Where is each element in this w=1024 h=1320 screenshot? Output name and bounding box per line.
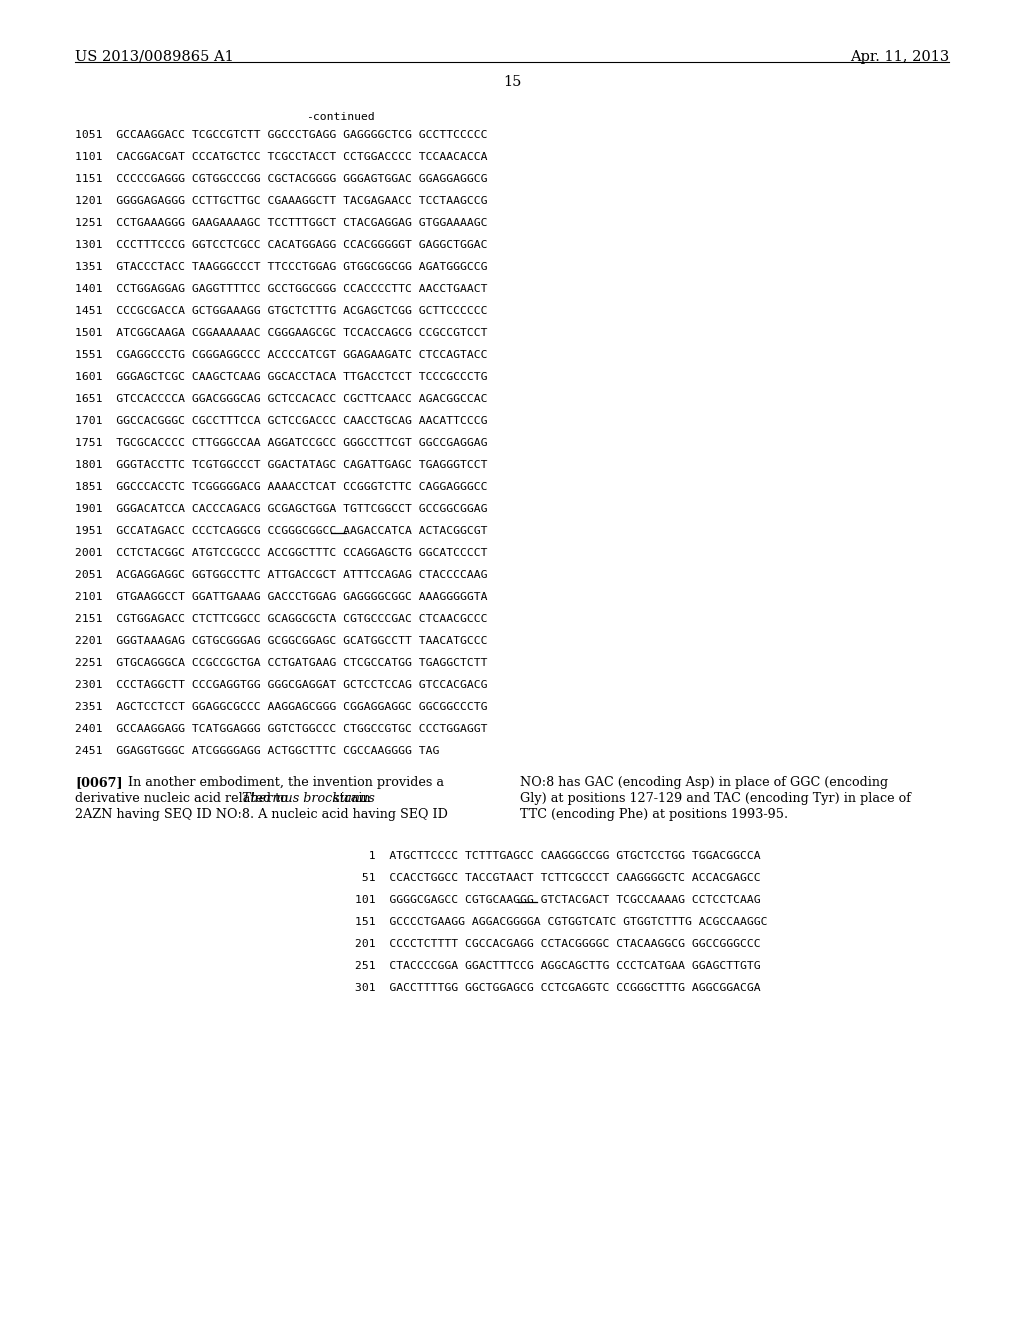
Text: derivative nucleic acid related to: derivative nucleic acid related to <box>75 792 292 805</box>
Text: 1751  TGCGCACCCC CTTGGGCCAA AGGATCCGCC GGGCCTTCGT GGCCGAGGAG: 1751 TGCGCACCCC CTTGGGCCAA AGGATCCGCC GG… <box>75 438 487 447</box>
Text: 2151  CGTGGAGACC CTCTTCGGCC GCAGGCGCTA CGTGCCCGAC CTCAACGCCC: 2151 CGTGGAGACC CTCTTCGGCC GCAGGCGCTA CG… <box>75 614 487 624</box>
Text: 1051  GCCAAGGACC TCGCCGTCTT GGCCCTGAGG GAGGGGCTCG GCCTTCCCCC: 1051 GCCAAGGACC TCGCCGTCTT GGCCCTGAGG GA… <box>75 129 487 140</box>
Text: TTC (encoding Phe) at positions 1993-95.: TTC (encoding Phe) at positions 1993-95. <box>520 808 788 821</box>
Text: strain: strain <box>329 792 371 805</box>
Text: 1251  CCTGAAAGGG GAAGAAAAGC TCCTTTGGCT CTACGAGGAG GTGGAAAAGC: 1251 CCTGAAAGGG GAAGAAAAGC TCCTTTGGCT CT… <box>75 218 487 228</box>
Text: 15: 15 <box>503 75 521 88</box>
Text: 1201  GGGGAGAGGG CCTTGCTTGC CGAAAGGCTT TACGAGAACC TCCTAAGCCG: 1201 GGGGAGAGGG CCTTGCTTGC CGAAAGGCTT TA… <box>75 195 487 206</box>
Text: 151  GCCCCTGAAGG AGGACGGGGA CGTGGTCATC GTGGTCTTTG ACGCCAAGGC: 151 GCCCCTGAAGG AGGACGGGGA CGTGGTCATC GT… <box>355 917 768 927</box>
Text: 1401  CCTGGAGGAG GAGGTTTTCC GCCTGGCGGG CCACCCCTTC AACCTGAACT: 1401 CCTGGAGGAG GAGGTTTTCC GCCTGGCGGG CC… <box>75 284 487 294</box>
Text: Thermus brockianus: Thermus brockianus <box>243 792 375 805</box>
Text: 251  CTACCCCGGA GGACTTTCCG AGGCAGCTTG CCCTCATGAA GGAGCTTGTG: 251 CTACCCCGGA GGACTTTCCG AGGCAGCTTG CCC… <box>355 961 761 972</box>
Text: Gly) at positions 127-129 and TAC (encoding Tyr) in place of: Gly) at positions 127-129 and TAC (encod… <box>520 792 911 805</box>
Text: Apr. 11, 2013: Apr. 11, 2013 <box>850 50 949 63</box>
Text: 2AZN having SEQ ID NO:8. A nucleic acid having SEQ ID: 2AZN having SEQ ID NO:8. A nucleic acid … <box>75 808 447 821</box>
Text: 2451  GGAGGTGGGC ATCGGGGAGG ACTGGCTTTC CGCCAAGGGG TAG: 2451 GGAGGTGGGC ATCGGGGAGG ACTGGCTTTC CG… <box>75 746 439 756</box>
Text: 2251  GTGCAGGGCA CCGCCGCTGA CCTGATGAAG CTCGCCATGG TGAGGCTCTT: 2251 GTGCAGGGCA CCGCCGCTGA CCTGATGAAG CT… <box>75 657 487 668</box>
Text: 1601  GGGAGCTCGC CAAGCTCAAG GGCACCTACA TTGACCTCCT TCCCGCCCTG: 1601 GGGAGCTCGC CAAGCTCAAG GGCACCTACA TT… <box>75 372 487 381</box>
Text: 1701  GGCCACGGGC CGCCTTTCCA GCTCCGACCC CAACCTGCAG AACATTCCCG: 1701 GGCCACGGGC CGCCTTTCCA GCTCCGACCC CA… <box>75 416 487 426</box>
Text: 2001  CCTCTACGGC ATGTCCGCCC ACCGGCTTTC CCAGGAGCTG GGCATCCCCT: 2001 CCTCTACGGC ATGTCCGCCC ACCGGCTTTC CC… <box>75 548 487 558</box>
Text: 1551  CGAGGCCCTG CGGGAGGCCC ACCCCATCGT GGAGAAGATC CTCCAGTACC: 1551 CGAGGCCCTG CGGGAGGCCC ACCCCATCGT GG… <box>75 350 487 360</box>
Text: 1301  CCCTTTCCCG GGTCCTCGCC CACATGGAGG CCACGGGGGT GAGGCTGGAC: 1301 CCCTTTCCCG GGTCCTCGCC CACATGGAGG CC… <box>75 240 487 249</box>
Text: 1951  GCCATAGACC CCCTCAGGCG CCGGGCGGCC AAGACCATCA ACTACGGCGT: 1951 GCCATAGACC CCCTCAGGCG CCGGGCGGCC AA… <box>75 525 487 536</box>
Text: 301  GACCTTTTGG GGCTGGAGCG CCTCGAGGTC CCGGGCTTTG AGGCGGACGA: 301 GACCTTTTGG GGCTGGAGCG CCTCGAGGTC CCG… <box>355 983 761 993</box>
Text: 2101  GTGAAGGCCT GGATTGAAAG GACCCTGGAG GAGGGGCGGC AAAGGGGGTA: 2101 GTGAAGGCCT GGATTGAAAG GACCCTGGAG GA… <box>75 591 487 602</box>
Text: [0067]: [0067] <box>75 776 123 789</box>
Text: 1  ATGCTTCCCC TCTTTGAGCC CAAGGGCCGG GTGCTCCTGG TGGACGGCCA: 1 ATGCTTCCCC TCTTTGAGCC CAAGGGCCGG GTGCT… <box>355 851 761 861</box>
Text: 1901  GGGACATCCA CACCCAGACG GCGAGCTGGA TGTTCGGCCT GCCGGCGGAG: 1901 GGGACATCCA CACCCAGACG GCGAGCTGGA TG… <box>75 504 487 513</box>
Text: 1151  CCCCCGAGGG CGTGGCCCGG CGCTACGGGG GGGAGTGGAC GGAGGAGGCG: 1151 CCCCCGAGGG CGTGGCCCGG CGCTACGGGG GG… <box>75 174 487 183</box>
Text: 2351  AGCTCCTCCT GGAGGCGCCC AAGGAGCGGG CGGAGGAGGC GGCGGCCCTG: 2351 AGCTCCTCCT GGAGGCGCCC AAGGAGCGGG CG… <box>75 702 487 711</box>
Text: 2401  GCCAAGGAGG TCATGGAGGG GGTCTGGCCC CTGGCCGTGC CCCTGGAGGT: 2401 GCCAAGGAGG TCATGGAGGG GGTCTGGCCC CT… <box>75 723 487 734</box>
Text: 1851  GGCCCACCTC TCGGGGGACG AAAACCTCAT CCGGGTCTTC CAGGAGGGCC: 1851 GGCCCACCTC TCGGGGGACG AAAACCTCAT CC… <box>75 482 487 492</box>
Text: 2201  GGGTAAAGAG CGTGCGGGAG GCGGCGGAGC GCATGGCCTT TAACATGCCC: 2201 GGGTAAAGAG CGTGCGGGAG GCGGCGGAGC GC… <box>75 636 487 645</box>
Text: 201  CCCCTCTTTT CGCCACGAGG CCTACGGGGC CTACAAGGCG GGCCGGGCCC: 201 CCCCTCTTTT CGCCACGAGG CCTACGGGGC CTA… <box>355 939 761 949</box>
Text: 101  GGGGCGAGCC CGTGCAAGGG GTCTACGACT TCGCCAAAAG CCTCCTCAAG: 101 GGGGCGAGCC CGTGCAAGGG GTCTACGACT TCG… <box>355 895 761 906</box>
Text: -continued: -continued <box>305 112 375 121</box>
Text: 1801  GGGTACCTTC TCGTGGCCCT GGACTATAGC CAGATTGAGC TGAGGGTCCT: 1801 GGGTACCTTC TCGTGGCCCT GGACTATAGC CA… <box>75 459 487 470</box>
Text: 1651  GTCCACCCCA GGACGGGCAG GCTCCACACC CGCTTCAACC AGACGGCCAC: 1651 GTCCACCCCA GGACGGGCAG GCTCCACACC CG… <box>75 393 487 404</box>
Text: 2051  ACGAGGAGGC GGTGGCCTTC ATTGACCGCT ATTTCCAGAG CTACCCCAAG: 2051 ACGAGGAGGC GGTGGCCTTC ATTGACCGCT AT… <box>75 570 487 579</box>
Text: 1351  GTACCCTACC TAAGGGCCCT TTCCCTGGAG GTGGCGGCGG AGATGGGCCG: 1351 GTACCCTACC TAAGGGCCCT TTCCCTGGAG GT… <box>75 261 487 272</box>
Text: In another embodiment, the invention provides a: In another embodiment, the invention pro… <box>120 776 444 789</box>
Text: 1451  CCCGCGACCA GCTGGAAAGG GTGCTCTTTG ACGAGCTCGG GCTTCCCCCC: 1451 CCCGCGACCA GCTGGAAAGG GTGCTCTTTG AC… <box>75 306 487 315</box>
Text: 1501  ATCGGCAAGA CGGAAAAAAC CGGGAAGCGC TCCACCAGCG CCGCCGTCCT: 1501 ATCGGCAAGA CGGAAAAAAC CGGGAAGCGC TC… <box>75 327 487 338</box>
Text: 2301  CCCTAGGCTT CCCGAGGTGG GGGCGAGGAT GCTCCTCCAG GTCCACGACG: 2301 CCCTAGGCTT CCCGAGGTGG GGGCGAGGAT GC… <box>75 680 487 690</box>
Text: NO:8 has GAC (encoding Asp) in place of GGC (encoding: NO:8 has GAC (encoding Asp) in place of … <box>520 776 888 789</box>
Text: 1101  CACGGACGAT CCCATGCTCC TCGCCTACCT CCTGGACCCC TCCAACACCA: 1101 CACGGACGAT CCCATGCTCC TCGCCTACCT CC… <box>75 152 487 162</box>
Text: US 2013/0089865 A1: US 2013/0089865 A1 <box>75 50 233 63</box>
Text: 51  CCACCTGGCC TACCGTAACT TCTTCGCCCT CAAGGGGCTC ACCACGAGCC: 51 CCACCTGGCC TACCGTAACT TCTTCGCCCT CAAG… <box>355 873 761 883</box>
